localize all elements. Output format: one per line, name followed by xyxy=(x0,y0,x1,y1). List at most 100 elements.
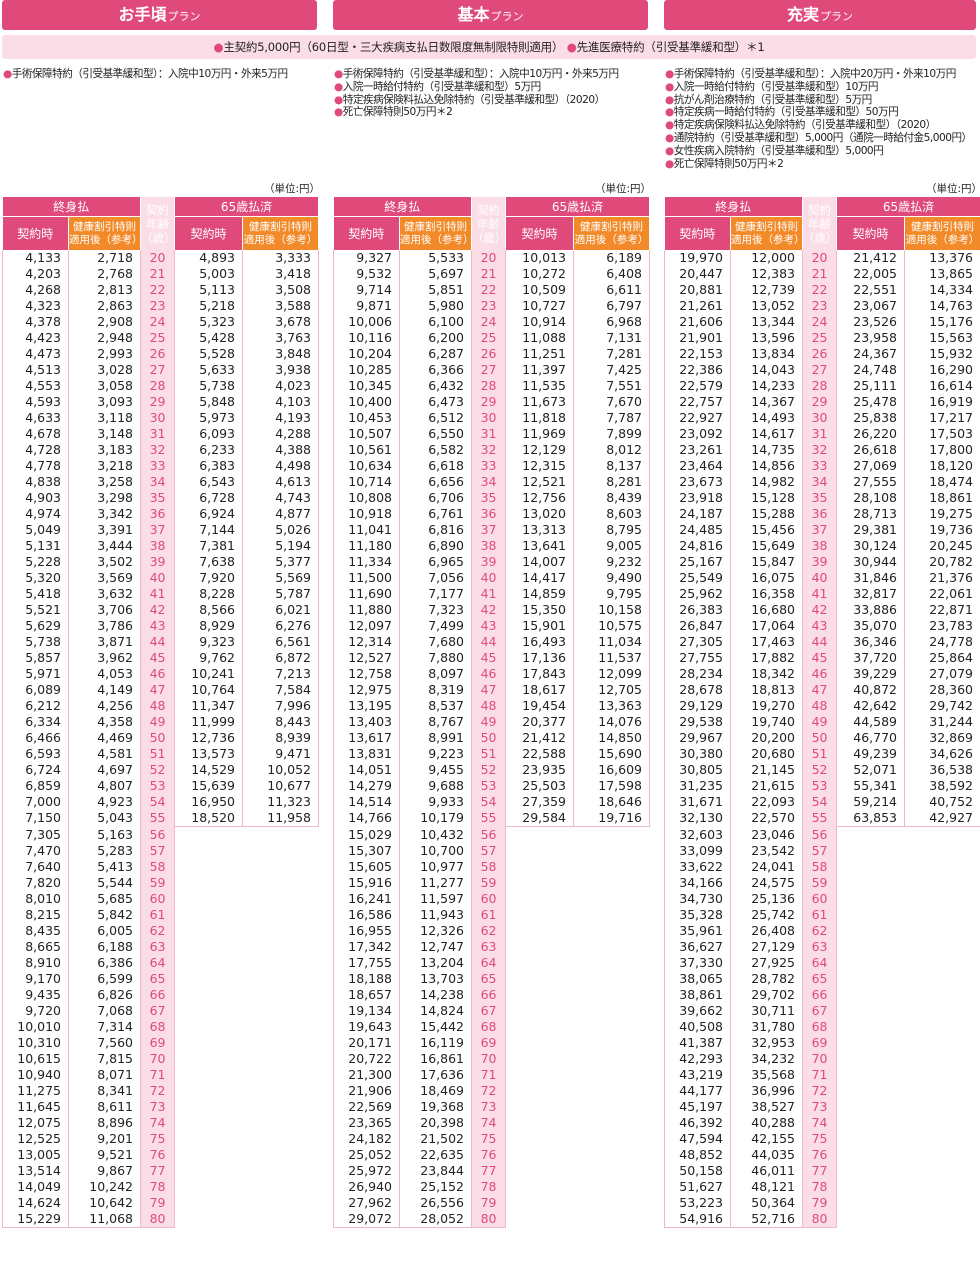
empty-cell xyxy=(837,939,905,955)
rate-cell: 8,341 xyxy=(68,1083,142,1099)
rate-cell: 4,838 xyxy=(2,474,69,490)
rate-cell: 5,377 xyxy=(242,554,320,570)
age-cell: 52 xyxy=(140,762,176,778)
table-row: 9,714 5,851 22 10,509 6,611 xyxy=(333,282,651,298)
rate-cell: 35,328 xyxy=(664,907,731,923)
unit-label: （単位:円） xyxy=(264,183,321,195)
empty-cell xyxy=(243,1099,319,1115)
rate-cell: 16,493 xyxy=(505,634,575,650)
plan-title-juujitsu: 充実プラン xyxy=(664,0,976,30)
age-cell: 61 xyxy=(140,907,176,923)
rate-cell: 51,627 xyxy=(664,1179,731,1195)
rate-cell: 21,502 xyxy=(399,1131,473,1147)
header-kenko-discount: 健康割引特則 適用後（参考） xyxy=(730,216,805,250)
rate-cell: 6,233 xyxy=(174,442,244,458)
age-cell: 22 xyxy=(140,282,176,298)
rate-cell: 15,605 xyxy=(333,859,400,875)
table-row: 19,134 14,824 67 xyxy=(333,1003,650,1019)
empty-cell xyxy=(243,1083,319,1099)
rate-cell: 12,527 xyxy=(333,650,400,666)
age-cell: 80 xyxy=(140,1211,176,1228)
rate-cell: 22,153 xyxy=(664,346,731,362)
table-row: 29,967 20,200 50 46,770 32,869 xyxy=(664,730,980,746)
rate-cell: 12,314 xyxy=(333,634,400,650)
rate-cell: 10,561 xyxy=(333,442,400,458)
rate-cell: 21,906 xyxy=(333,1083,400,1099)
age-cell: 26 xyxy=(140,346,176,362)
empty-cell xyxy=(506,939,574,955)
rate-cell: 7,381 xyxy=(174,538,244,554)
rate-cell: 11,041 xyxy=(333,522,400,538)
rate-cell: 11,500 xyxy=(333,570,400,586)
age-cell: 78 xyxy=(140,1179,176,1195)
age-cell: 45 xyxy=(471,650,507,666)
rate-cell: 13,195 xyxy=(333,698,400,714)
rate-cell: 20,782 xyxy=(904,554,980,570)
rate-cell: 8,443 xyxy=(242,714,320,730)
rate-cell: 18,617 xyxy=(505,682,575,698)
table-row: 4,133 2,718 20 4,893 3,333 xyxy=(2,250,320,266)
rate-cell: 10,241 xyxy=(174,666,244,682)
rate-cell: 44,589 xyxy=(836,714,906,730)
age-cell: 46 xyxy=(802,666,838,682)
age-cell: 53 xyxy=(471,778,507,794)
rate-cell: 7,323 xyxy=(399,602,473,618)
rate-cell: 9,795 xyxy=(573,586,651,602)
rate-cell: 10,634 xyxy=(333,458,400,474)
rate-cell: 20,447 xyxy=(664,266,731,282)
table-row: 23,092 14,617 31 26,220 17,503 xyxy=(664,426,980,442)
rate-cell: 28,678 xyxy=(664,682,731,698)
table-row: 4,268 2,813 22 5,113 3,508 xyxy=(2,282,320,298)
rate-cell: 21,376 xyxy=(904,570,980,586)
rate-cell: 29,129 xyxy=(664,698,731,714)
rate-cell: 54,916 xyxy=(664,1211,731,1228)
empty-cell xyxy=(175,923,243,939)
plan-name: お手頃 xyxy=(118,5,167,24)
rate-cell: 46,770 xyxy=(836,730,906,746)
age-cell: 79 xyxy=(471,1195,507,1211)
age-cell: 48 xyxy=(802,698,838,714)
rate-cell: 4,728 xyxy=(2,442,69,458)
empty-cell xyxy=(175,859,243,875)
rate-cell: 10,918 xyxy=(333,506,400,522)
rate-cell: 14,850 xyxy=(573,730,651,746)
rate-cell: 13,834 xyxy=(730,346,804,362)
table-row: 5,131 3,444 38 7,381 5,194 xyxy=(2,538,320,554)
bullet-icon: ● xyxy=(213,40,224,54)
table-row: 18,657 14,238 66 xyxy=(333,987,650,1003)
empty-cell xyxy=(175,1003,243,1019)
table-row: 6,466 4,469 50 12,736 8,939 xyxy=(2,730,320,746)
empty-cell xyxy=(175,987,243,1003)
header-lifetime: 終身払 xyxy=(333,197,473,217)
table-row: 4,593 3,093 29 5,848 4,103 xyxy=(2,394,320,410)
age-cell: 72 xyxy=(471,1083,507,1099)
rate-cell: 3,342 xyxy=(68,506,142,522)
table-row: 6,593 4,581 51 13,573 9,471 xyxy=(2,746,320,762)
rate-cell: 6,512 xyxy=(399,410,473,426)
age-cell: 25 xyxy=(471,330,507,346)
empty-cell xyxy=(574,1131,650,1147)
age-cell: 62 xyxy=(471,923,507,939)
rate-cell: 14,617 xyxy=(730,426,804,442)
rate-cell: 39,229 xyxy=(836,666,906,682)
plan-title-kihon: 基本プラン xyxy=(333,0,648,30)
rate-cell: 33,099 xyxy=(664,843,731,859)
header-kenko-discount: 健康割引特則 適用後（参考） xyxy=(399,216,474,250)
table-row: 47,594 42,155 75 xyxy=(664,1131,980,1147)
age-cell: 63 xyxy=(471,939,507,955)
empty-cell xyxy=(243,1003,319,1019)
rate-cell: 6,656 xyxy=(399,474,473,490)
empty-cell xyxy=(905,1115,980,1131)
age-cell: 76 xyxy=(140,1147,176,1163)
age-cell: 51 xyxy=(471,746,507,762)
empty-cell xyxy=(506,907,574,923)
table-row: 10,808 6,706 35 12,756 8,439 xyxy=(333,490,651,506)
empty-cell xyxy=(506,843,574,859)
rate-cell: 19,716 xyxy=(573,810,651,827)
rate-cell: 4,203 xyxy=(2,266,69,282)
rate-cell: 14,233 xyxy=(730,378,804,394)
table-row: 13,617 8,991 50 21,412 14,850 xyxy=(333,730,651,746)
empty-cell xyxy=(243,971,319,987)
table-row: 10,615 7,815 70 xyxy=(2,1051,319,1067)
age-cell: 52 xyxy=(802,762,838,778)
